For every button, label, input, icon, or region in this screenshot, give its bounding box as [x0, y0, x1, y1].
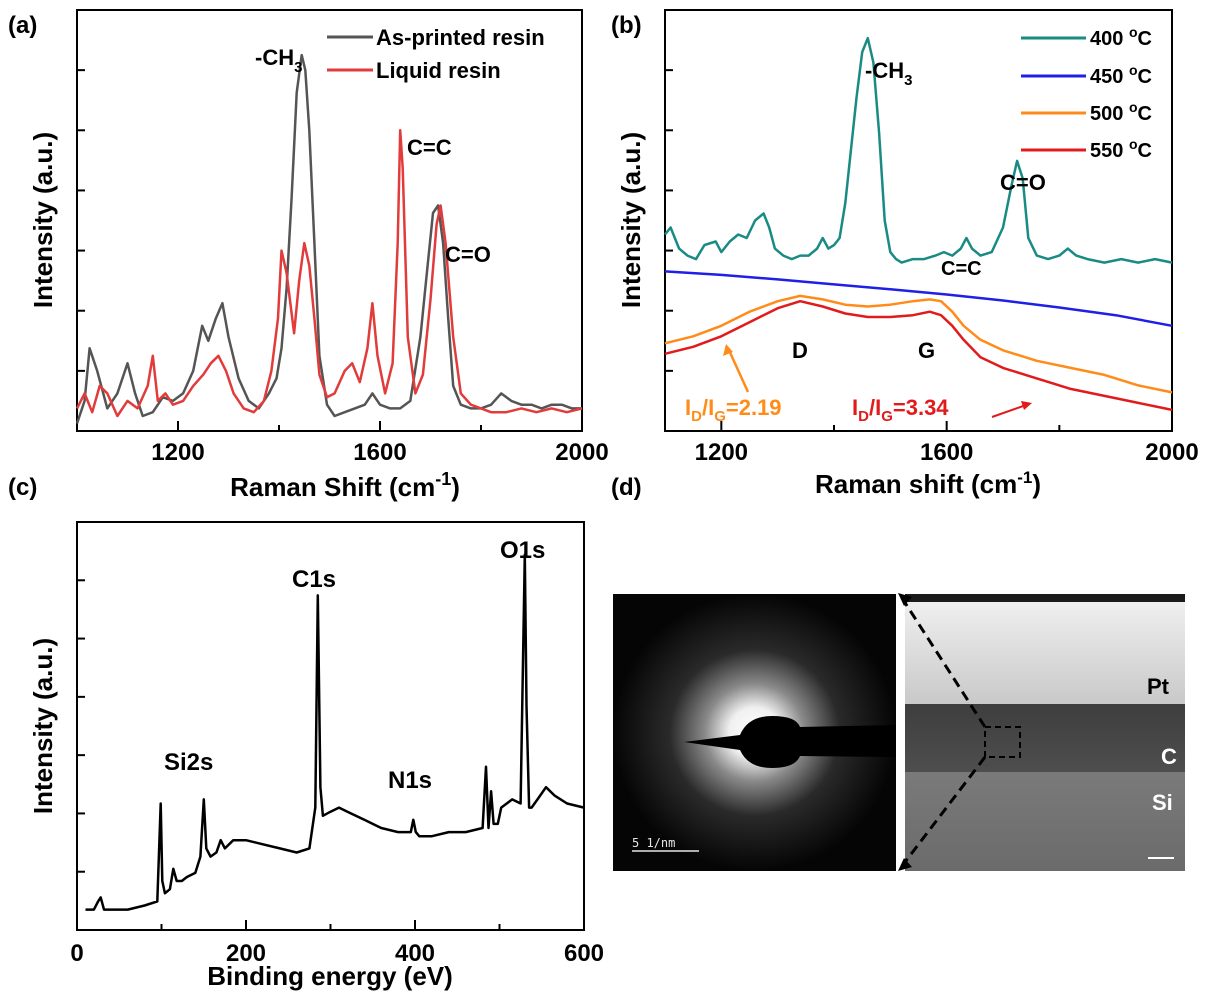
panel-b-ticks [665, 69, 1173, 431]
panel-a-xtick-label: 1600 [353, 439, 406, 466]
annotation-si2s: Si2s [164, 749, 213, 776]
diffraction-scale-label: 5 1/nm [632, 836, 675, 850]
legend-label-liquid: Liquid resin [376, 58, 501, 83]
ratio-500-arrow [726, 347, 750, 393]
panel-c-ticks [76, 579, 585, 930]
panel-b-xtick-labels: 1200 1600 2000 [695, 439, 1199, 466]
series-line-1 [664, 270, 1173, 328]
panel-label-d: (d) [611, 474, 642, 501]
layer-pt [905, 594, 1185, 704]
panel-b-xtick-label: 2000 [1145, 439, 1198, 466]
ratio-label-550: ID/IG=3.34 [852, 395, 949, 425]
legend-label-400: 400 oC [1090, 24, 1152, 50]
tem-cross-section-image: Pt C Si [905, 594, 1185, 871]
layer-c [905, 704, 1185, 772]
layer-label-pt: Pt [1147, 674, 1170, 699]
zoom-arrowhead-bottom [898, 858, 912, 871]
series-line-3 [664, 299, 1173, 412]
ratio-label-500: ID/IG=2.19 [685, 395, 782, 425]
annotation-b-co: C=O [1000, 170, 1046, 195]
annotation-n1s: N1s [388, 767, 432, 794]
zoom-line-bottom [900, 756, 987, 867]
panel-a-series [75, 53, 583, 424]
panel-label-a: (a) [8, 12, 37, 39]
annotation-b-cc: C=C [941, 258, 982, 280]
zoom-arrowhead-top [898, 593, 912, 606]
selected-area-box [984, 726, 1021, 758]
diffraction-pattern-image: 5 1/nm [613, 594, 896, 871]
series-line-0 [85, 553, 585, 911]
panel-a-raman-chart: 1200 1600 2000 Raman Shift (cm-1) Intens… [28, 9, 609, 502]
panel-b-series [664, 36, 1173, 412]
panel-b-raman-chart: 1200 1600 2000 Raman shift (cm-1) Intens… [616, 9, 1199, 499]
annotation-ch3: -CH3 [255, 45, 302, 76]
series-line-1 [75, 129, 583, 418]
annotation-d-band: D [792, 338, 808, 363]
panel-a-xtick-label: 1200 [151, 439, 204, 466]
ratio-550-arrowhead [1021, 401, 1032, 410]
panel-c-xtick-labels: 0 200 400 600 [70, 940, 604, 967]
panel-a-frame [76, 9, 583, 432]
panel-label-b: (b) [611, 12, 642, 39]
series-line-2 [664, 294, 1173, 394]
series-line-0 [75, 53, 582, 424]
panel-b-xtick-label: 1200 [695, 439, 748, 466]
panel-b-ylabel: Intensity (a.u.) [616, 132, 646, 308]
panel-a-ticks [77, 69, 583, 431]
legend-label-as-printed: As-printed resin [376, 25, 545, 50]
panel-c-xtick-label: 600 [564, 940, 604, 967]
panel-b-frame [664, 9, 1173, 432]
layer-label-si: Si [1152, 790, 1173, 815]
annotation-b-ch3: -CH3 [865, 58, 912, 89]
panel-b-legend: 400 oC 450 oC 500 oC 550 oC [1021, 24, 1152, 162]
ratio-550-arrow [991, 404, 1027, 418]
series-line-0 [664, 36, 1173, 264]
annotation-g-band: G [918, 338, 935, 363]
beam-stopper [684, 716, 896, 768]
panel-a-xtick-labels: 1200 1600 2000 [151, 439, 608, 466]
panel-b-xlabel: Raman shift (cm-1) [815, 468, 1041, 499]
legend-label-500: 500 oC [1090, 99, 1152, 125]
panel-c-xtick-label: 0 [70, 940, 83, 967]
panel-a-legend: As-printed resin Liquid resin [327, 25, 545, 83]
panel-a-xlabel: Raman Shift (cm-1) [230, 469, 460, 502]
panel-a-xtick-label: 2000 [555, 439, 608, 466]
layer-label-c: C [1161, 744, 1177, 769]
panel-c-ylabel: Intensity (a.u.) [28, 638, 58, 814]
zoom-line-top [900, 597, 987, 728]
legend-label-550: 550 oC [1090, 136, 1152, 162]
panel-label-c: (c) [8, 474, 37, 501]
panel-c-xtick-label: 400 [395, 940, 435, 967]
panel-c-series [85, 553, 585, 911]
annotation-co: C=O [445, 242, 491, 267]
panel-c-xps-chart: 0 200 400 600 Binding energy (eV) Intens… [28, 521, 604, 991]
annotation-o1s: O1s [500, 537, 545, 564]
annotation-c1s: C1s [292, 566, 336, 593]
annotation-cc: C=C [407, 135, 452, 160]
panel-d-micrographs: 5 1/nm Pt C Si [613, 593, 1185, 871]
legend-label-450: 450 oC [1090, 62, 1152, 88]
panel-a-ylabel: Intensity (a.u.) [28, 132, 58, 308]
panel-c-xlabel: Binding energy (eV) [207, 961, 453, 991]
ratio-500-arrowhead [723, 344, 733, 356]
panel-b-xtick-label: 1600 [920, 439, 973, 466]
layer-si [905, 772, 1185, 871]
panel-c-xtick-label: 200 [226, 940, 266, 967]
